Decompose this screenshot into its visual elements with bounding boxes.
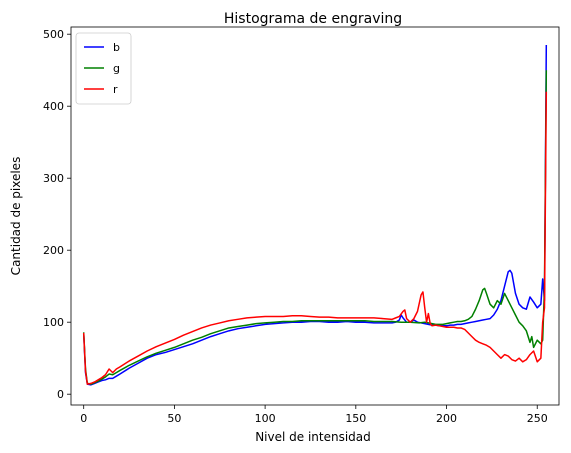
series-line-r: [82, 91, 548, 385]
x-tick-label: 100: [255, 412, 276, 425]
y-tick-label: 100: [43, 316, 64, 329]
x-tick-label: 150: [345, 412, 366, 425]
legend-label-r: r: [113, 83, 118, 96]
x-tick-label: 200: [436, 412, 457, 425]
y-tick-label: 200: [43, 244, 64, 257]
legend-label-b: b: [113, 41, 120, 54]
y-tick-label: 500: [43, 28, 64, 41]
plot-area: 0 50 100 150 200 250 0 100 200 300 400 500: [43, 26, 560, 425]
plot-frame: [70, 26, 560, 406]
y-tick-label: 0: [57, 388, 64, 401]
y-tick-label: 300: [43, 172, 64, 185]
x-axis: 0 50 100 150 200 250: [80, 405, 548, 425]
x-tick-label: 0: [80, 412, 87, 425]
y-axis-label: Cantidad de pixeles: [9, 157, 23, 276]
y-axis: 0 100 200 300 400 500: [43, 28, 71, 401]
legend-label-g: g: [113, 62, 120, 75]
y-tick-label: 400: [43, 100, 64, 113]
x-tick-label: 50: [167, 412, 181, 425]
x-tick-label: 250: [527, 412, 548, 425]
legend: bgr: [75, 32, 132, 105]
series-line-g: [82, 70, 548, 385]
series-layer: [82, 44, 548, 386]
x-axis-label: Nivel de intensidad: [255, 430, 371, 444]
chart-title: Histograma de engraving: [224, 11, 402, 27]
series-line-b: [82, 44, 548, 386]
